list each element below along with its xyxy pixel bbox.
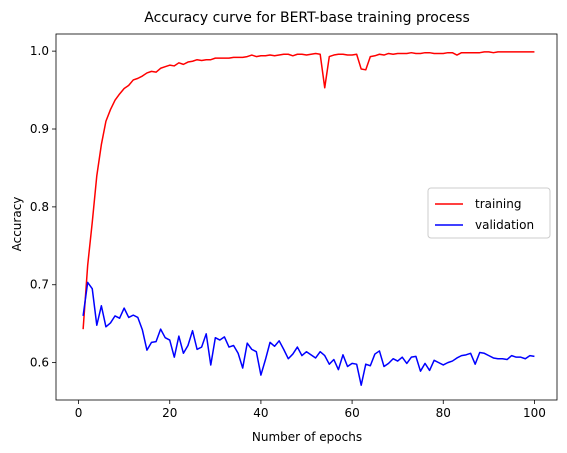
chart-title: Accuracy curve for BERT-base training pr… bbox=[144, 10, 470, 26]
plot-area bbox=[55, 33, 558, 401]
y-tick-label: 0.9 bbox=[30, 122, 49, 136]
axes-frame bbox=[55, 33, 558, 401]
y-tick-label: 1.0 bbox=[30, 44, 49, 58]
x-tick-label: 100 bbox=[523, 406, 546, 420]
series-layer bbox=[82, 51, 535, 386]
x-axis-label: Number of epochs bbox=[252, 430, 362, 444]
y-tick-label: 0.7 bbox=[30, 278, 49, 292]
x-tick-label: 20 bbox=[162, 406, 177, 420]
series-line-validation bbox=[82, 281, 535, 386]
series-line-training bbox=[82, 51, 535, 330]
x-tick-label: 80 bbox=[436, 406, 451, 420]
x-tick-label: 0 bbox=[75, 406, 83, 420]
y-axis-ticks: 0.6 0.7 0.8 0.9 1.0 bbox=[30, 44, 56, 370]
x-axis-ticks: 0 20 40 60 80 100 bbox=[75, 400, 546, 420]
y-tick-label: 0.6 bbox=[30, 356, 49, 370]
legend-label-training: training bbox=[475, 197, 522, 211]
x-tick-label: 60 bbox=[344, 406, 359, 420]
legend-label-validation: validation bbox=[475, 218, 534, 232]
y-tick-label: 0.8 bbox=[30, 200, 49, 214]
y-axis-label: Accuracy bbox=[10, 197, 24, 252]
legend: training validation bbox=[427, 187, 551, 239]
x-tick-label: 40 bbox=[253, 406, 268, 420]
